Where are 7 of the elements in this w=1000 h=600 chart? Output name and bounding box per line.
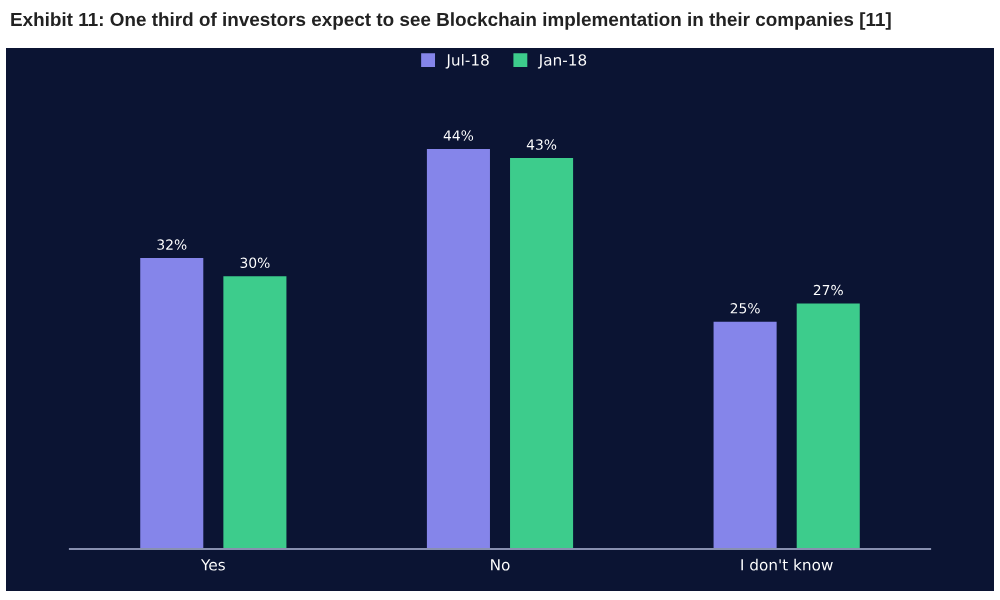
bar (140, 258, 204, 549)
bar (796, 303, 860, 549)
bar (510, 158, 574, 549)
bar (223, 276, 287, 549)
bar (426, 149, 490, 549)
chart-title: Exhibit 11: One third of investors expect to see Blockchain implementation in their companies [11] (11, 12, 891, 30)
bar (713, 321, 777, 549)
